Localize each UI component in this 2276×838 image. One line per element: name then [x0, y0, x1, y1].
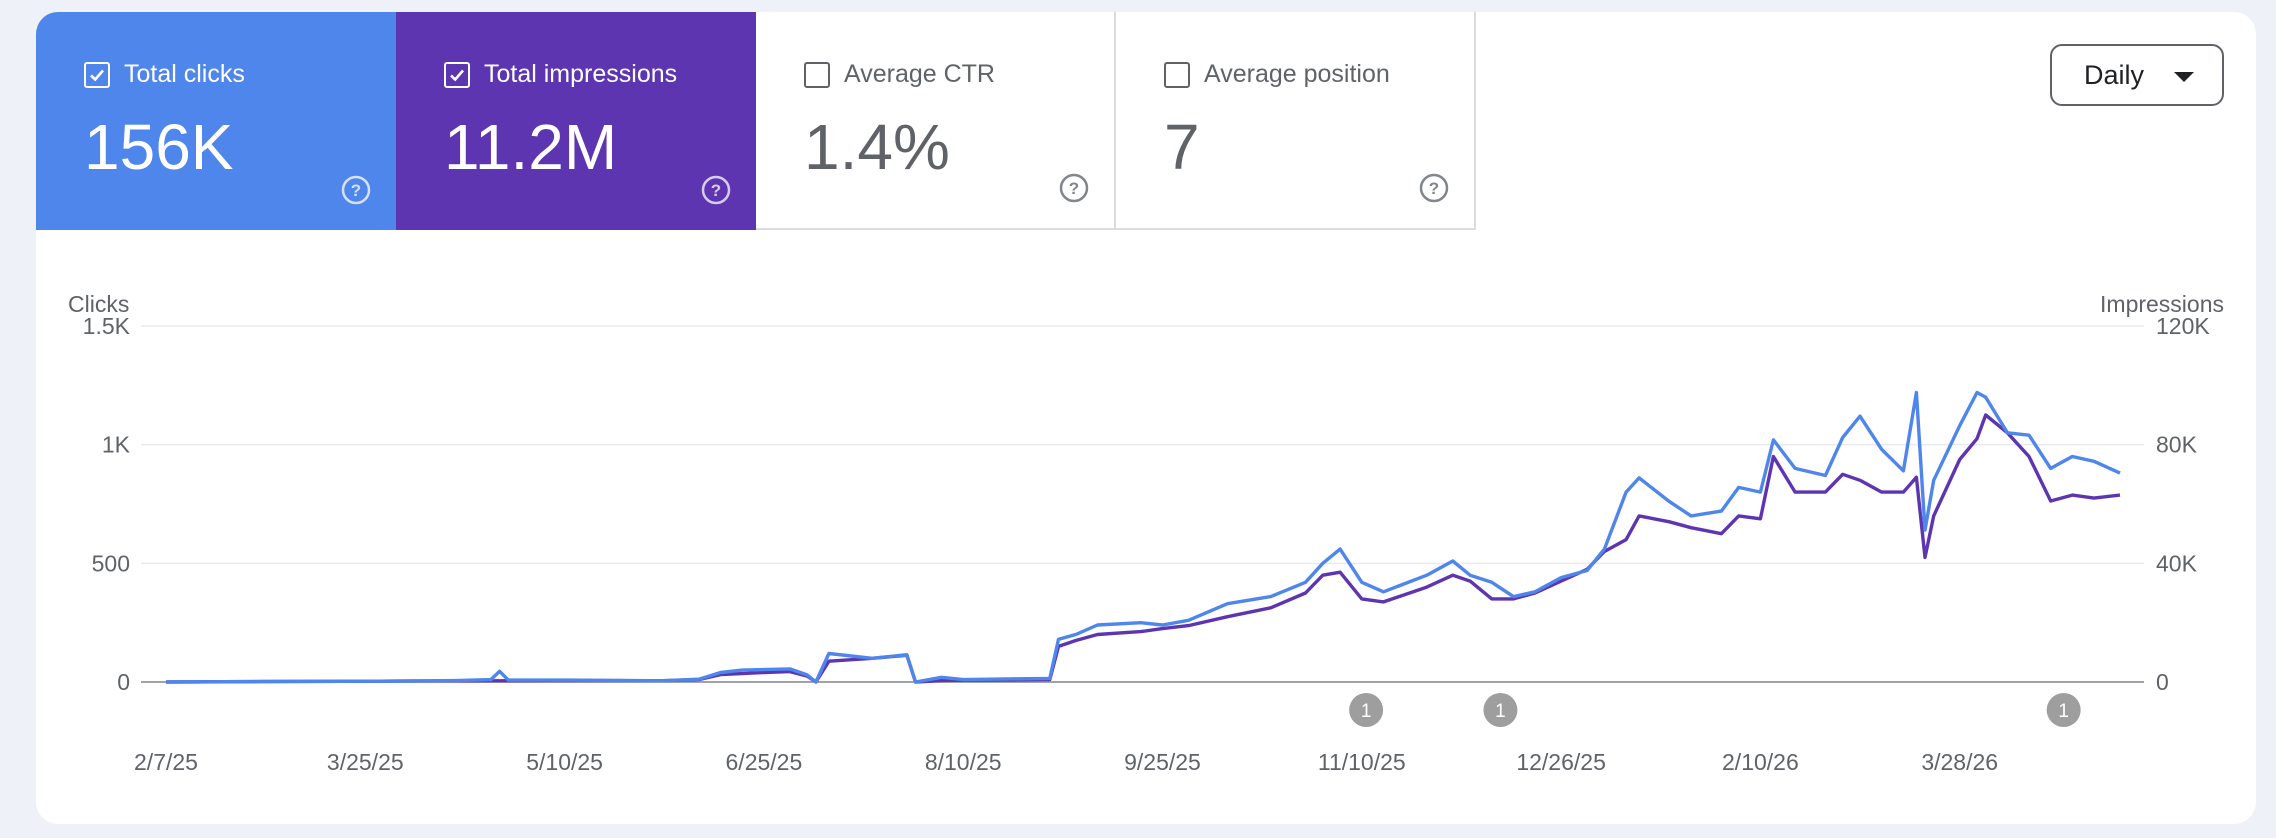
- svg-text:?: ?: [1069, 179, 1079, 198]
- metric-value: 1.4%: [804, 111, 950, 183]
- performance-chart: Clicks Impressions 0 500 1K 1.5K 0 40K 80K 120…: [68, 291, 2224, 775]
- metric-header: Average position: [1164, 60, 1390, 89]
- left-axis-ticks: 0 500 1K 1.5K: [83, 313, 131, 695]
- x-tick-label: 5/10/25: [526, 749, 603, 775]
- left-tick-label: 500: [92, 550, 130, 576]
- annotation-marker: [1349, 693, 1384, 727]
- x-tick-label: 2/10/26: [1722, 749, 1799, 775]
- chart-annotations: 1 1 1: [1349, 693, 2081, 727]
- x-tick-label: 6/25/25: [726, 749, 803, 775]
- metric-label: Average position: [1204, 60, 1390, 88]
- impressions-series-line: [165, 413, 2121, 684]
- x-tick-label: 11/10/25: [1318, 749, 1406, 775]
- checkbox-unchecked-icon[interactable]: [1164, 61, 1190, 88]
- left-tick-label: 1.5K: [83, 313, 131, 339]
- metric-label: Total impressions: [484, 60, 678, 88]
- caret-down-icon: [2174, 72, 2194, 82]
- x-tick-label: 3/28/26: [1921, 749, 1998, 775]
- annotation-marker: [1483, 693, 1518, 727]
- metric-tiles: Total clicks 156K ? Total impressions 11…: [36, 12, 1476, 230]
- period-dropdown[interactable]: Daily: [2050, 44, 2224, 106]
- x-axis-ticks: 2/7/25 3/25/25 5/10/25 6/25/25 8/10/25 9/25/2…: [134, 749, 1998, 775]
- x-tick-label: 3/25/25: [327, 749, 404, 775]
- left-axis-title: Clicks: [68, 291, 129, 317]
- svg-text:?: ?: [351, 181, 361, 200]
- checkbox-checked-icon[interactable]: [84, 61, 110, 88]
- help-icon[interactable]: ?: [1058, 172, 1090, 204]
- right-tick-label: 120K: [2156, 313, 2210, 339]
- left-tick-label: 0: [117, 669, 130, 695]
- svg-text:?: ?: [711, 181, 721, 200]
- x-tick-label: 8/10/25: [925, 749, 1002, 775]
- checkbox-checked-icon[interactable]: [444, 61, 470, 88]
- x-tick-label: 9/25/25: [1124, 749, 1201, 775]
- metric-label: Average CTR: [844, 60, 995, 88]
- metric-header: Average CTR: [804, 60, 995, 89]
- metric-tile-total-impressions[interactable]: Total impressions 11.2M ?: [396, 12, 756, 230]
- annotation-label: 1: [1361, 701, 1372, 722]
- svg-text:?: ?: [1429, 179, 1439, 198]
- annotation-label: 1: [1495, 701, 1506, 722]
- metric-tile-average-ctr[interactable]: Average CTR 1.4% ?: [756, 12, 1116, 230]
- metric-value: 7: [1164, 111, 1200, 183]
- checkbox-unchecked-icon[interactable]: [804, 61, 830, 88]
- help-icon[interactable]: ?: [340, 174, 372, 206]
- metric-tile-total-clicks[interactable]: Total clicks 156K ?: [36, 12, 396, 230]
- x-tick-label: 2/7/25: [134, 749, 198, 775]
- chart-series: [165, 390, 2121, 684]
- right-axis-title: Impressions: [2100, 291, 2224, 317]
- help-icon[interactable]: ?: [1418, 172, 1450, 204]
- x-tick-label: 12/26/25: [1516, 749, 1606, 775]
- metric-value: 156K: [84, 111, 234, 183]
- metric-value: 11.2M: [444, 111, 618, 183]
- metric-header: Total clicks: [84, 60, 245, 89]
- annotation-label: 1: [2058, 701, 2069, 722]
- clicks-series-line: [165, 390, 2121, 684]
- period-dropdown-value: Daily: [2084, 59, 2145, 90]
- metric-tile-average-position[interactable]: Average position 7 ?: [1116, 12, 1476, 230]
- left-tick-label: 1K: [102, 432, 131, 458]
- help-icon[interactable]: ?: [700, 174, 732, 206]
- right-tick-label: 40K: [2156, 550, 2198, 576]
- metric-label: Total clicks: [124, 60, 245, 88]
- annotation-marker: [2046, 693, 2081, 727]
- performance-card: Total clicks 156K ? Total impressions 11…: [36, 12, 2256, 824]
- chart-grid: [141, 325, 2144, 683]
- right-tick-label: 80K: [2156, 432, 2198, 458]
- right-tick-label: 0: [2156, 669, 2169, 695]
- metric-header: Total impressions: [444, 60, 677, 89]
- right-axis-ticks: 0 40K 80K 120K: [2156, 313, 2210, 695]
